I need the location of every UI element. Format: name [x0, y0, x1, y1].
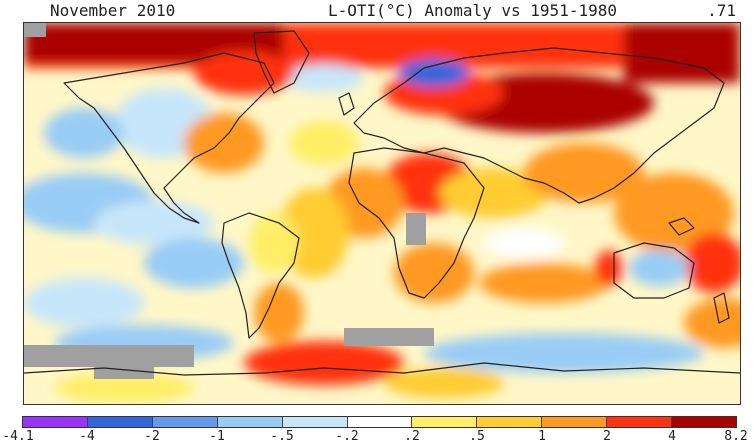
- legend-swatch: [412, 417, 478, 427]
- temperature-anomaly-map: [23, 22, 741, 405]
- legend-tick-label: 4: [668, 429, 676, 444]
- map-svg: [24, 23, 740, 404]
- color-scale-labels: -4.1 -4 -2 -1 -.5 -.2 .2 .5 1 2 4 8.2: [0, 429, 754, 446]
- legend-swatch: [607, 417, 673, 427]
- legend-tick-label: 8.2: [724, 429, 748, 444]
- global-mean-value: .71: [707, 1, 736, 20]
- legend-tick-label: -1: [209, 429, 225, 444]
- missing-data: [24, 23, 434, 379]
- legend-swatch: [672, 417, 736, 427]
- legend-tick-label: 1: [538, 429, 546, 444]
- legend-tick-label: -4.1: [2, 429, 34, 444]
- legend-tick-label: -.2: [335, 429, 359, 444]
- anomaly-field: [24, 23, 740, 403]
- legend-swatch: [477, 417, 543, 427]
- legend-tick-label: .2: [404, 429, 420, 444]
- legend-swatch: [347, 417, 413, 427]
- legend-tick-label: -.5: [270, 429, 294, 444]
- map-title: L-OTI(°C) Anomaly vs 1951-1980: [328, 1, 617, 20]
- coastlines: [24, 30, 740, 376]
- color-scale-bar: [22, 416, 737, 428]
- legend-swatch: [23, 417, 88, 427]
- legend-tick-label: 2: [603, 429, 611, 444]
- legend-tick-label: .5: [469, 429, 485, 444]
- map-period-label: November 2010: [50, 1, 176, 20]
- legend-tick-label: -2: [144, 429, 160, 444]
- legend-swatch: [152, 417, 218, 427]
- legend-tick-label: -4: [79, 429, 95, 444]
- legend-swatch: [542, 417, 608, 427]
- legend-swatch: [87, 417, 153, 427]
- legend-swatch: [282, 417, 348, 427]
- legend-swatch: [217, 417, 283, 427]
